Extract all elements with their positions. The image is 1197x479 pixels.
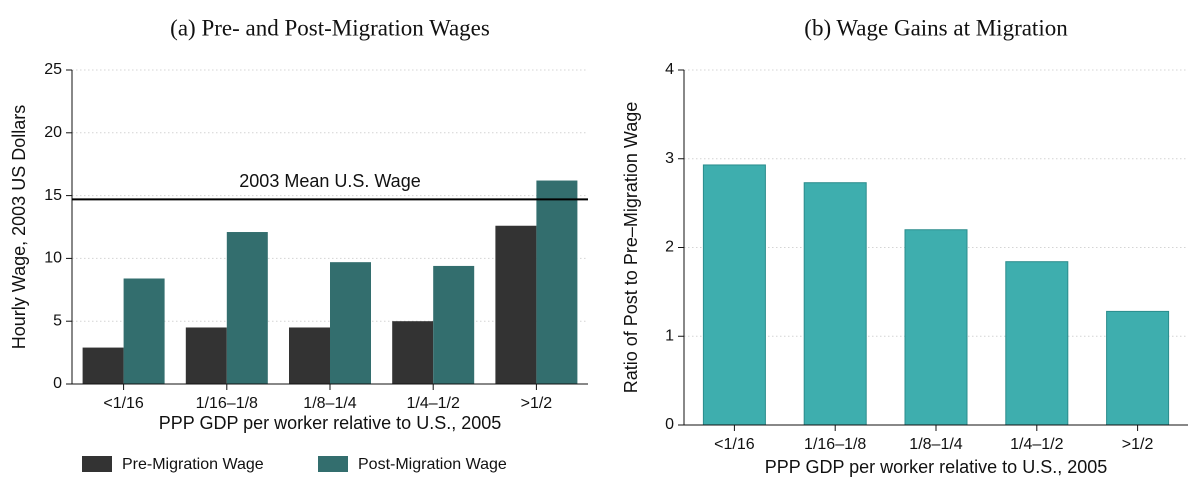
- bar: [803, 182, 867, 426]
- bar: [904, 229, 968, 426]
- x-tick-label: 1/8–1/4: [909, 436, 962, 453]
- y-tick-label: 25: [44, 61, 62, 78]
- x-tick-label: 1/8–1/4: [303, 395, 356, 412]
- x-axis-label: PPP GDP per worker relative to U.S., 200…: [765, 457, 1108, 477]
- bar: [392, 321, 434, 384]
- chart-title: (a) Pre- and Post-Migration Wages: [170, 15, 490, 40]
- y-axis-label: Hourly Wage, 2003 US Dollars: [9, 105, 29, 349]
- x-tick-label: <1/16: [103, 395, 144, 412]
- y-axis-label: Ratio of Post to Pre–Migration Wage: [621, 102, 641, 393]
- bar: [495, 225, 537, 384]
- y-tick-label: 10: [44, 250, 62, 267]
- x-tick-label: 1/4–1/2: [1010, 436, 1063, 453]
- chart-panel: (b) Wage Gains at Migration 0 1 2 3 4 <1/16 1/1…: [621, 15, 1188, 477]
- y-tick-label: 15: [44, 187, 62, 204]
- bar: [289, 327, 330, 384]
- y-tick-label: 20: [44, 124, 62, 141]
- legend-label: Post-Migration Wage: [358, 456, 507, 473]
- x-tick-label: <1/16: [714, 436, 755, 453]
- legend-swatch: [318, 456, 348, 472]
- bar: [226, 232, 268, 384]
- reference-label: 2003 Mean U.S. Wage: [239, 171, 420, 191]
- y-tick-label: 2: [665, 239, 674, 256]
- bar: [1005, 261, 1069, 426]
- x-tick-label: 1/16–1/8: [804, 436, 866, 453]
- bar: [82, 347, 124, 384]
- x-tick-label: 1/4–1/2: [407, 395, 460, 412]
- y-tick-label: 0: [665, 416, 674, 433]
- bar: [433, 265, 475, 384]
- x-axis-label: PPP GDP per worker relative to U.S., 200…: [159, 413, 502, 433]
- bar: [330, 262, 371, 384]
- bar: [702, 164, 766, 426]
- x-tick-label: >1/2: [521, 395, 553, 412]
- x-tick-label: 1/16–1/8: [196, 395, 258, 412]
- y-tick-label: 0: [53, 375, 62, 392]
- y-tick-label: 5: [53, 312, 62, 329]
- chart-title: (b) Wage Gains at Migration: [804, 15, 1068, 40]
- bar: [123, 278, 165, 384]
- bar: [185, 327, 227, 384]
- legend-swatch: [82, 456, 112, 472]
- x-tick-label: >1/2: [1122, 436, 1154, 453]
- y-tick-label: 3: [665, 150, 674, 167]
- legend-label: Pre-Migration Wage: [122, 456, 264, 473]
- y-tick-label: 1: [665, 327, 674, 344]
- chart-panel: (a) Pre- and Post-Migration Wages 0 5 10 15 2…: [9, 15, 588, 473]
- bar: [1106, 310, 1170, 426]
- y-tick-label: 4: [665, 61, 674, 78]
- bar: [536, 180, 578, 384]
